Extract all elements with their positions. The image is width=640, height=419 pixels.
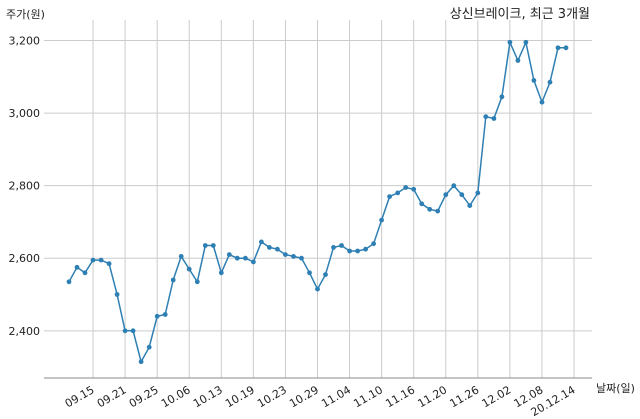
data-point (411, 186, 417, 192)
x-tick-label: 09.15 (63, 383, 97, 410)
x-tick-label: 10.19 (223, 383, 257, 410)
data-point (299, 255, 304, 261)
vertical-gridlines (92, 20, 575, 378)
data-point (427, 206, 433, 212)
data-point (90, 257, 96, 263)
data-point (451, 183, 457, 189)
data-point (547, 79, 553, 85)
x-tick-label: 11.10 (351, 383, 385, 410)
data-point (106, 261, 112, 267)
data-point (98, 257, 104, 263)
data-point (259, 239, 264, 245)
y-tick-label: 3,200 (9, 35, 41, 48)
x-tick-label: 10.13 (191, 383, 225, 410)
data-point (66, 279, 72, 285)
x-tick-label: 09.25 (127, 383, 161, 410)
x-tick-label: 12.02 (480, 383, 514, 410)
data-point (347, 248, 352, 254)
data-point (379, 217, 384, 223)
data-point (74, 264, 80, 270)
y-tick-label: 2,600 (9, 252, 41, 265)
data-point (154, 313, 160, 319)
data-point (170, 277, 176, 283)
data-point (355, 248, 360, 254)
data-point (491, 116, 497, 121)
data-point (291, 254, 296, 259)
x-tick-label: 09.21 (95, 383, 129, 410)
y-axis-title: 주가(원) (6, 8, 45, 21)
data-point (331, 245, 336, 250)
data-point (162, 312, 168, 317)
data-point (523, 39, 529, 45)
y-tick-label: 2,800 (9, 180, 41, 193)
y-tick-labels: 2,400 2,600 2,800 3,000 3,200 (9, 35, 41, 338)
data-points (66, 39, 569, 365)
data-point (467, 203, 473, 209)
data-point (459, 192, 465, 198)
data-point (218, 270, 224, 276)
y-tick-label: 2,400 (9, 325, 41, 338)
data-point (146, 344, 152, 350)
data-point (243, 255, 248, 261)
data-point (178, 254, 184, 259)
data-point (275, 246, 280, 252)
data-point (563, 45, 569, 51)
data-point (194, 279, 200, 285)
data-point (363, 246, 368, 252)
data-point (234, 255, 240, 261)
data-point (210, 243, 216, 248)
data-point (307, 270, 312, 276)
data-point (202, 243, 208, 248)
data-point (251, 259, 256, 265)
x-tick-label: 11.20 (415, 383, 449, 410)
data-point (283, 252, 288, 257)
y-tick-label: 3,000 (9, 107, 41, 120)
x-tick-label: 10.23 (255, 383, 289, 410)
data-point (226, 252, 232, 257)
x-tick-label: 10.06 (159, 383, 193, 410)
data-point (82, 270, 88, 276)
data-point (339, 243, 344, 248)
x-tick-labels: 09.1509.2109.2510.0610.1310.1910.2310.29… (63, 383, 578, 419)
data-point (315, 286, 320, 292)
data-point (323, 272, 328, 277)
data-point (443, 192, 449, 198)
data-point (539, 99, 545, 105)
data-point (387, 194, 392, 200)
data-point (114, 292, 120, 297)
data-point (475, 190, 481, 196)
data-point (122, 328, 128, 334)
x-tick-label: 10.29 (287, 383, 321, 410)
x-tick-label: 11.16 (383, 383, 417, 410)
data-point (186, 266, 192, 272)
data-point (371, 241, 376, 247)
data-point (555, 45, 561, 51)
data-point (403, 185, 409, 190)
x-tick-label: 11.26 (448, 383, 482, 410)
data-point (130, 328, 136, 334)
data-point (395, 190, 401, 196)
data-point (267, 245, 272, 250)
data-point (483, 114, 489, 120)
x-tick-label: 11.04 (319, 383, 353, 410)
chart-title: 상신브레이크, 최근 3개월 (450, 7, 590, 22)
data-point (507, 39, 513, 45)
data-point (515, 58, 521, 63)
data-point (138, 359, 144, 365)
x-axis-title: 날짜(일) (596, 381, 635, 395)
data-point (435, 208, 441, 214)
data-point (531, 78, 537, 83)
data-point (499, 94, 505, 100)
data-point (419, 201, 425, 207)
